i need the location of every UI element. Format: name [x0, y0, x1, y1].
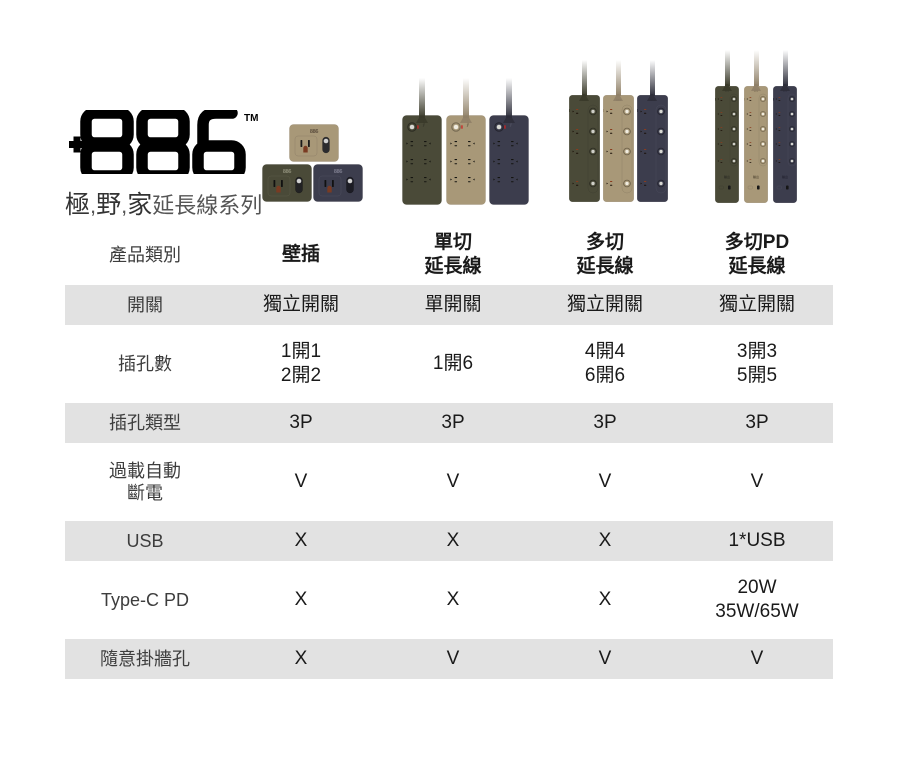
svg-text:886: 886 [334, 169, 343, 175]
svg-text:輸出: 輸出 [753, 174, 759, 179]
svg-text:輸出: 輸出 [782, 174, 788, 179]
svg-text:輸出: 輸出 [724, 174, 730, 179]
svg-text:886: 886 [283, 169, 292, 175]
svg-text:886: 886 [310, 129, 319, 135]
svg-text:TM: TM [244, 113, 258, 124]
